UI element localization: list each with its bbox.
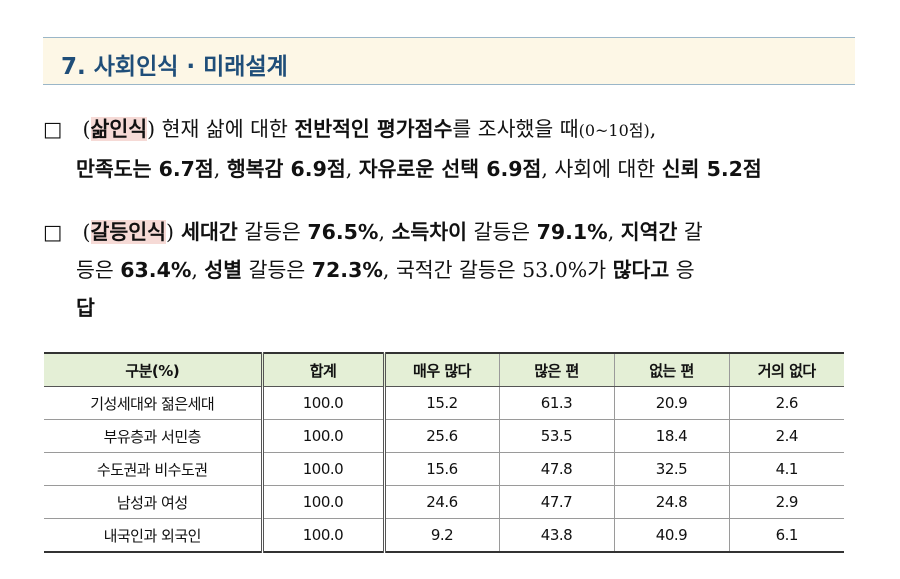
header-many: 많은 편	[498, 352, 614, 387]
keyword-life-perception: 삶인식	[90, 117, 148, 141]
text: )	[147, 117, 156, 141]
cell: 100.0	[260, 518, 384, 553]
cell: 47.7	[498, 485, 614, 519]
cell: 15.2	[382, 386, 499, 420]
paragraph-life-perception: □ (삶인식) 현재 삶에 대한 전반적인 평가점수를 조사했을 때(0~10점…	[43, 110, 858, 188]
text: )	[165, 220, 174, 244]
text: (	[76, 220, 91, 244]
conflict-table: 구분(%) 합계 매우 많다 많은 편 없는 편 거의 없다 기성세대와 젊은세…	[44, 352, 844, 553]
cell: 100.0	[260, 419, 384, 453]
text: 갈등은	[237, 220, 308, 244]
cell: 2.9	[728, 485, 844, 519]
cell: 15.6	[382, 452, 499, 486]
cell: 43.8	[498, 518, 614, 553]
table-row: 부유층과 서민층 100.0 25.6 53.5 18.4 2.4	[44, 419, 844, 453]
text: 갈	[677, 220, 703, 244]
row-label: 기성세대와 젊은세대	[44, 386, 262, 420]
header-few: 없는 편	[613, 352, 729, 387]
emphasis: 63.4%	[120, 258, 192, 282]
cell: 32.5	[613, 452, 729, 486]
paragraph-line: □ (삶인식) 현재 삶에 대한 전반적인 평가점수를 조사했을 때(0~10점…	[43, 110, 858, 150]
emphasis: 많다고	[612, 258, 670, 282]
checkbox-bullet-icon: □	[43, 220, 63, 244]
emphasis: 행복감 6.9점	[226, 157, 346, 181]
text: 갈등은	[242, 258, 312, 282]
emphasis: 만족도는 6.7점	[76, 157, 214, 181]
cell: 47.8	[498, 452, 614, 486]
text: (	[76, 117, 91, 141]
emphasis: 세대간	[173, 220, 238, 244]
text: ,	[191, 258, 205, 282]
checkbox-bullet-icon: □	[43, 117, 63, 141]
text: ,	[213, 157, 227, 181]
emphasis: 답	[76, 296, 95, 320]
header-very-many: 매우 많다	[382, 352, 499, 387]
row-label: 남성과 여성	[44, 485, 262, 519]
cell: 2.6	[728, 386, 844, 420]
cell: 4.1	[728, 452, 844, 486]
cell: 53.5	[498, 419, 614, 453]
cell: 61.3	[498, 386, 614, 420]
header-almost-none: 거의 없다	[728, 352, 844, 387]
text: 를 조사했을 때	[452, 117, 579, 141]
table-row: 내국인과 외국인 100.0 9.2 43.8 40.9 6.1	[44, 518, 844, 553]
score-range: (0~10점)	[578, 121, 650, 140]
text: 갈등은	[466, 220, 537, 244]
emphasis: 신뢰 5.2점	[661, 157, 762, 181]
emphasis: 소득차이	[391, 220, 467, 244]
cell: 2.4	[728, 419, 844, 453]
row-label: 수도권과 비수도권	[44, 452, 262, 486]
keyword-conflict-perception: 갈등인식	[90, 220, 166, 244]
paragraph-conflict-perception: □ (갈등인식) 세대간 갈등은 76.5%, 소득차이 갈등은 79.1%, …	[43, 213, 858, 327]
text: , 국적간 갈등은 53.0%가	[382, 258, 613, 282]
emphasis: 72.3%	[311, 258, 383, 282]
cell: 100.0	[260, 386, 384, 420]
section-title: 7. 사회인식 · 미래설계	[61, 54, 288, 80]
table-row: 수도권과 비수도권 100.0 15.6 47.8 32.5 4.1	[44, 452, 844, 486]
text: 등은	[76, 258, 121, 282]
cell: 6.1	[728, 518, 844, 553]
text: ,	[378, 220, 392, 244]
cell: 25.6	[382, 419, 499, 453]
paragraph-line: 답	[43, 289, 858, 327]
table-header-row: 구분(%) 합계 매우 많다 많은 편 없는 편 거의 없다	[44, 352, 844, 387]
cell: 24.8	[613, 485, 729, 519]
row-label: 내국인과 외국인	[44, 518, 262, 553]
emphasis: 76.5%	[307, 220, 379, 244]
header-category: 구분(%)	[44, 352, 262, 387]
table-row: 기성세대와 젊은세대 100.0 15.2 61.3 20.9 2.6	[44, 386, 844, 420]
emphasis: 자유로운 선택 6.9점	[358, 157, 542, 181]
section-header: 7. 사회인식 · 미래설계	[43, 37, 855, 85]
emphasis: 79.1%	[536, 220, 608, 244]
emphasis: 지역간	[620, 220, 678, 244]
table-row: 남성과 여성 100.0 24.6 47.7 24.8 2.9	[44, 485, 844, 519]
paragraph-line: 등은 63.4%, 성별 갈등은 72.3%, 국적간 갈등은 53.0%가 많…	[43, 251, 858, 289]
text: ,	[649, 117, 657, 141]
cell: 100.0	[260, 485, 384, 519]
text: ,	[607, 220, 621, 244]
cell: 40.9	[613, 518, 729, 553]
cell: 24.6	[382, 485, 499, 519]
header-total: 합계	[260, 352, 384, 387]
cell: 100.0	[260, 452, 384, 486]
row-label: 부유층과 서민층	[44, 419, 262, 453]
paragraph-line: 만족도는 6.7점, 행복감 6.9점, 자유로운 선택 6.9점, 사회에 대…	[43, 150, 858, 188]
paragraph-line: □ (갈등인식) 세대간 갈등은 76.5%, 소득차이 갈등은 79.1%, …	[43, 213, 858, 251]
cell: 20.9	[613, 386, 729, 420]
text: ,	[345, 157, 359, 181]
text: , 사회에 대한	[541, 157, 662, 181]
text: 현재 삶에 대한	[155, 117, 295, 141]
text: 응	[669, 258, 695, 282]
emphasis: 전반적인 평가점수	[294, 117, 453, 141]
emphasis: 성별	[204, 258, 243, 282]
cell: 18.4	[613, 419, 729, 453]
cell: 9.2	[382, 518, 499, 553]
